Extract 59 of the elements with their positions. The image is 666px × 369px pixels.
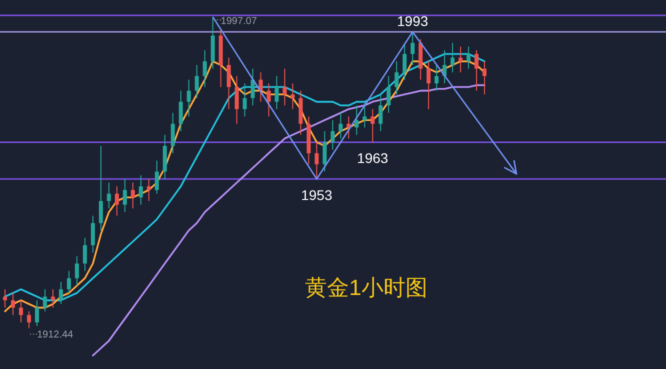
candlestick [434, 64, 439, 92]
candlestick [114, 186, 119, 216]
candlestick [394, 60, 399, 95]
candlestick [82, 237, 87, 272]
candlestick [138, 174, 143, 206]
candlestick [178, 90, 183, 132]
candlestick [194, 64, 199, 99]
candlestick [234, 76, 239, 124]
candlestick [90, 215, 95, 254]
candlestick [482, 60, 487, 95]
candlestick [290, 82, 295, 110]
candlestick [322, 130, 327, 172]
candlestick [410, 31, 415, 66]
candlestick [450, 42, 455, 73]
candlestick [466, 46, 471, 70]
candlestick [474, 50, 479, 92]
candlestick [146, 178, 151, 202]
candlestick [3, 288, 7, 308]
candlestick [378, 94, 383, 132]
candlestick [330, 120, 335, 150]
candlestick [226, 57, 231, 110]
text: 1912.44 [36, 330, 74, 341]
candlestick [66, 270, 71, 294]
candlestick [10, 292, 15, 316]
candlestick [26, 310, 31, 329]
candlestick [402, 42, 407, 80]
candlestick [458, 46, 463, 73]
candlestick [274, 76, 279, 110]
candlestick [98, 145, 103, 231]
candlestick [242, 82, 247, 117]
candlestick [426, 60, 431, 110]
candlestick [354, 104, 359, 136]
candlestick [130, 182, 135, 209]
candlestick [282, 68, 287, 106]
candlestick [50, 288, 55, 308]
candlestick [122, 178, 127, 213]
candlestick [34, 300, 39, 327]
candlestick [106, 182, 111, 209]
candlestick [154, 160, 159, 194]
candlestick [42, 288, 47, 312]
candlestick [58, 281, 63, 304]
candlestick [266, 82, 271, 117]
candlestick [314, 142, 319, 180]
candlestick [74, 256, 79, 286]
candlestick [250, 68, 255, 106]
candlestick [338, 112, 343, 140]
annotation: 1963 [357, 150, 388, 166]
candlestick [186, 79, 191, 117]
candlestick [258, 72, 263, 102]
candlestick [202, 50, 207, 88]
annotation: 1953 [301, 186, 332, 203]
annotation: 1997.07 [220, 16, 258, 27]
candlestick [362, 101, 367, 128]
text: 黄金1小时图 [305, 275, 428, 300]
candlestick [386, 76, 391, 114]
candlestick [170, 112, 175, 154]
candlestick [18, 300, 23, 323]
annotation: 1993 [397, 12, 428, 29]
candlestick [370, 108, 375, 143]
